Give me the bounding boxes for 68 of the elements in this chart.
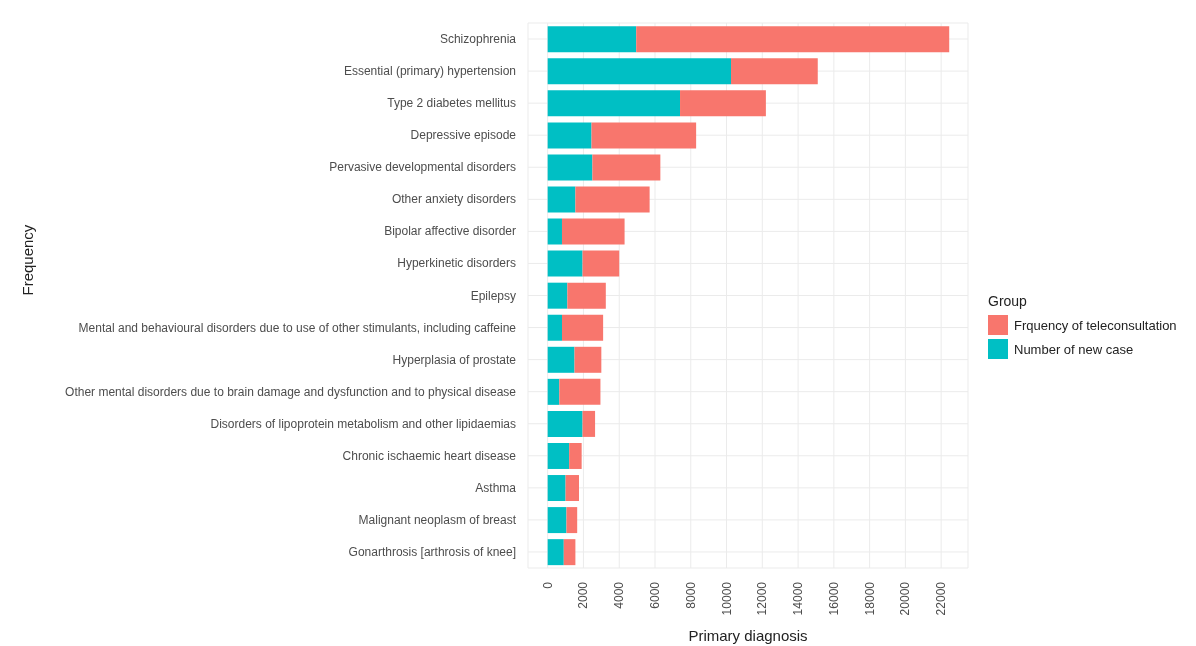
legend-title: Group — [988, 293, 1028, 309]
y-tick-label: Mental and behavioural disorders due to use of other stimulants, including caffeine — [78, 320, 517, 335]
y-axis-title: Frequency — [19, 224, 37, 296]
bar — [566, 507, 578, 534]
bar — [563, 539, 576, 566]
y-tick-label: Pervasive developmental disorders — [329, 160, 516, 175]
bar — [591, 122, 697, 149]
bar — [574, 346, 602, 373]
bar — [569, 442, 582, 469]
bar — [547, 314, 562, 341]
x-tick-label: 4000 — [612, 581, 627, 609]
bar — [565, 475, 579, 502]
y-tick-label: Disorders of lipoprotein metabolism and other lipidaemias — [210, 416, 516, 431]
bar — [680, 90, 766, 117]
x-tick-label: 22000 — [934, 581, 949, 616]
bar — [547, 442, 570, 469]
x-tick-label: 18000 — [862, 581, 877, 616]
y-tick-label: Hyperplasia of prostate — [392, 352, 517, 367]
y-tick-label: Bipolar affective disorder — [384, 224, 516, 239]
bar — [547, 122, 592, 149]
x-tick-label: 14000 — [791, 581, 806, 616]
y-tick-label: Type 2 diabetes mellitus — [387, 96, 516, 111]
y-tick-label: Other anxiety disorders — [391, 192, 516, 207]
bar — [731, 58, 818, 85]
x-tick-label: 0 — [540, 581, 555, 589]
x-axis-title: Primary diagnosis — [688, 627, 808, 644]
x-tick-label: 2000 — [576, 581, 591, 609]
y-tick-label: Other mental disorders due to brain damage and dysfunction and to physical disease — [65, 384, 517, 399]
bar — [547, 218, 562, 245]
bar — [561, 218, 625, 245]
x-tick-label: 12000 — [755, 581, 770, 616]
bar — [582, 410, 596, 437]
bar — [582, 250, 620, 277]
x-tick-label: 6000 — [647, 581, 662, 609]
y-tick-label: Hyperkinetic disorders — [397, 256, 516, 271]
bar — [547, 475, 566, 502]
bar — [567, 282, 606, 309]
y-tick-label: Schizophrenia — [439, 32, 517, 47]
x-tick-label: 20000 — [898, 581, 913, 616]
y-tick-label: Depressive episode — [410, 128, 517, 143]
bar — [547, 346, 575, 373]
bar — [547, 539, 564, 566]
legend-label: Frquency of teleconsultation — [1014, 317, 1177, 333]
bar — [547, 410, 583, 437]
x-tick-label: 8000 — [683, 581, 698, 609]
x-tick-label: 16000 — [826, 581, 841, 616]
legend-label: Number of new case — [1014, 341, 1134, 357]
bar — [592, 154, 661, 181]
y-tick-label: Malignant neoplasm of breast — [358, 512, 517, 527]
y-tick-label: Chronic ischaemic heart disease — [342, 448, 517, 463]
bar — [547, 282, 568, 309]
bar — [547, 378, 560, 405]
bar — [547, 154, 593, 181]
y-tick-label: Gonarthrosis [arthrosis of knee] — [348, 544, 516, 559]
bar — [559, 378, 601, 405]
bar — [561, 314, 604, 341]
y-tick-label: Epilepsy — [470, 288, 516, 303]
bar — [636, 26, 950, 53]
bar — [547, 58, 732, 85]
bar — [547, 507, 567, 534]
bar — [547, 26, 637, 53]
bar — [547, 250, 583, 277]
x-tick-label: 10000 — [719, 581, 734, 616]
y-tick-label: Asthma — [475, 480, 517, 495]
bar — [547, 90, 681, 117]
y-tick-label: Essential (primary) hypertension — [343, 64, 516, 79]
bar — [575, 186, 650, 213]
bar — [547, 186, 576, 213]
